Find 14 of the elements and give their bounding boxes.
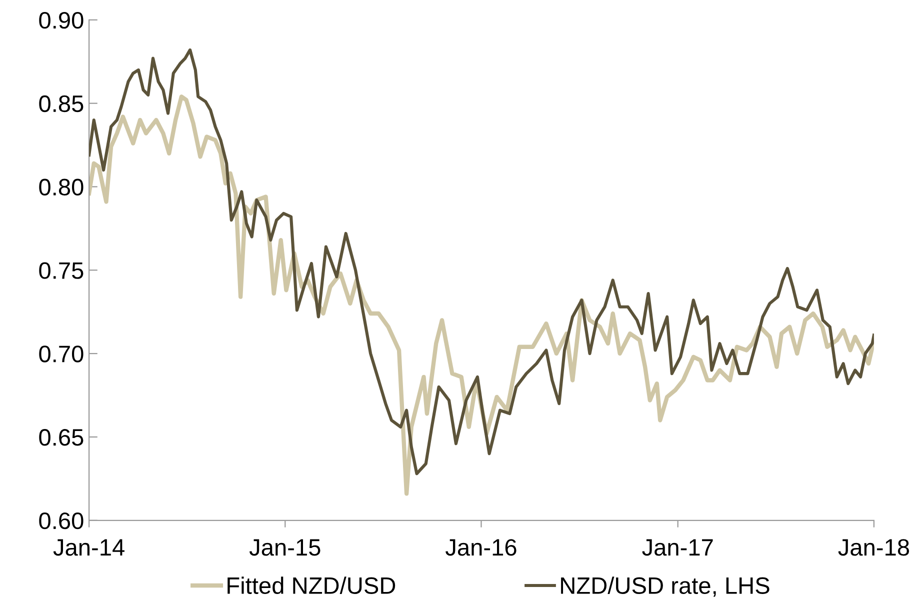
x-tick-label: Jan-16 <box>446 539 516 556</box>
x-tick-label: Jan-14 <box>53 539 124 556</box>
y-tick-label: 0.70 <box>39 346 84 362</box>
x-tick-label: Jan-18 <box>838 539 910 556</box>
y-tick-label: 0.85 <box>39 95 84 112</box>
y-tick-label: 0.90 <box>39 12 84 29</box>
legend-label: NZD/USD rate, LHS <box>561 576 770 597</box>
y-tick-label: 0.75 <box>39 262 84 279</box>
y-tick-label: 0.80 <box>39 178 84 196</box>
legend-label: Fitted NZD/USD <box>228 576 396 594</box>
x-tick-label: Jan-15 <box>249 539 320 556</box>
x-tick-label: Jan-17 <box>642 539 713 556</box>
y-tick-label: 0.60 <box>39 512 84 530</box>
y-tick-label: 0.65 <box>39 429 84 446</box>
